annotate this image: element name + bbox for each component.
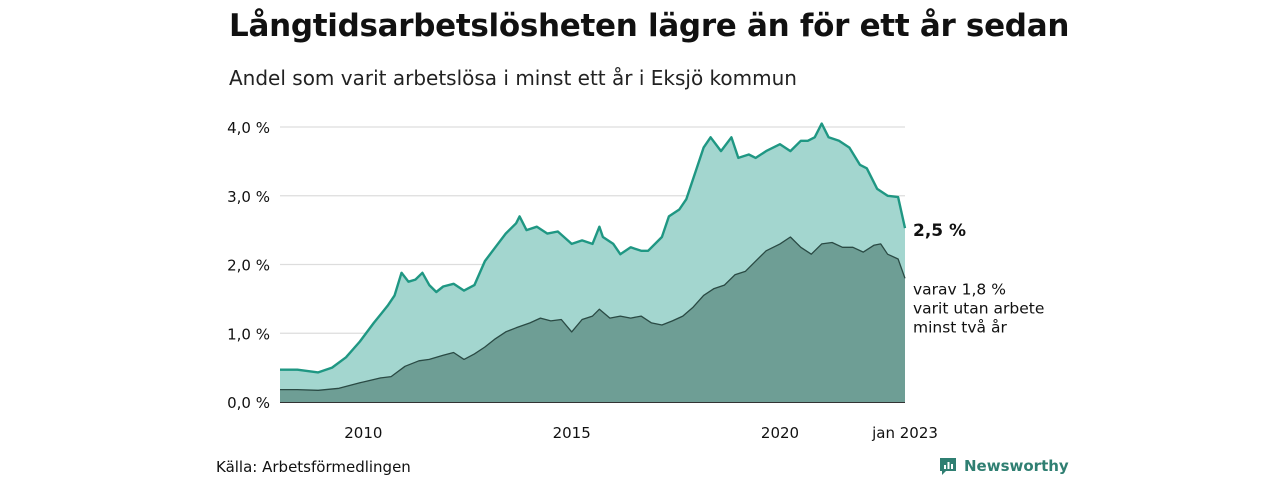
y-axis-tick-labels: 0,0 % 1,0 % 2,0 % 3,0 % 4,0 % <box>227 119 270 412</box>
brand-logo: Newsworthy <box>938 456 1069 476</box>
total-end-label: 2,5 % <box>913 221 966 241</box>
area-layers <box>280 122 907 403</box>
longterm-end-label: varav 1,8 % <box>913 280 1006 298</box>
brand-name: Newsworthy <box>964 457 1069 475</box>
x-tick-label: 2015 <box>553 424 591 442</box>
longterm-end-label: minst två år <box>913 318 1007 336</box>
y-tick-label: 4,0 % <box>227 119 270 137</box>
longterm-end-label: varit utan arbete <box>913 299 1044 317</box>
x-tick-label: 2010 <box>344 424 382 442</box>
x-axis-tick-labels: 2010 2015 2020 jan 2023 <box>344 424 938 442</box>
source-note: Källa: Arbetsförmedlingen <box>216 458 411 476</box>
y-tick-label: 0,0 % <box>227 394 270 412</box>
x-tick-label: 2020 <box>761 424 799 442</box>
longterm-line <box>280 236 906 391</box>
y-tick-label: 2,0 % <box>227 257 270 275</box>
newsworthy-icon <box>940 458 956 475</box>
longterm-area <box>280 237 905 402</box>
total-line <box>280 122 907 374</box>
chart-title: Långtidsarbetslösheten lägre än för ett … <box>229 8 1070 44</box>
y-tick-label: 1,0 % <box>227 325 270 343</box>
x-tick-label: jan 2023 <box>871 424 938 442</box>
y-tick-label: 3,0 % <box>227 188 270 206</box>
chart-subtitle: Andel som varit arbetslösa i minst ett å… <box>229 66 797 90</box>
